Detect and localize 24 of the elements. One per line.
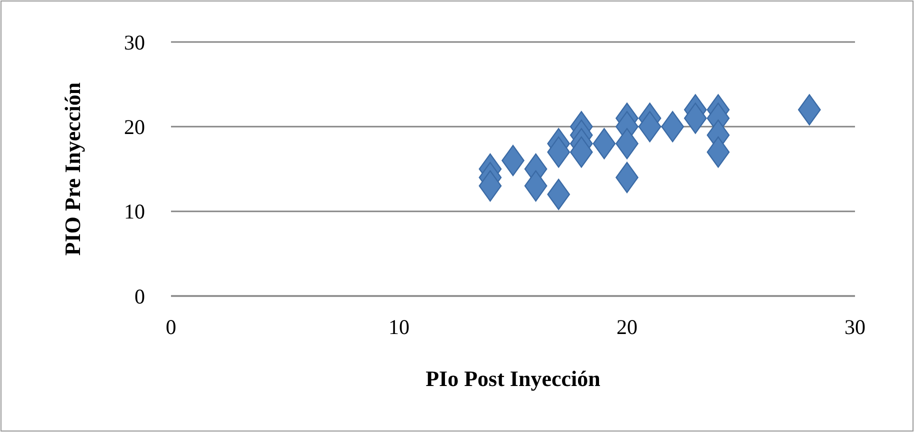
point: [478, 170, 502, 202]
x-axis-title: PIo Post Inyección: [426, 366, 600, 391]
x-tick-label: 30: [844, 315, 866, 339]
point: [661, 111, 684, 142]
point: [638, 111, 662, 142]
y-tick-label: 10: [124, 200, 145, 224]
point: [798, 94, 821, 126]
y-tick-label: 0: [134, 284, 145, 308]
point: [684, 102, 707, 134]
x-tick-label: 20: [616, 315, 638, 339]
point: [570, 136, 593, 168]
point: [524, 170, 548, 202]
point: [502, 144, 524, 176]
y-axis-title: PIO Pre Inyección: [60, 82, 85, 256]
point: [547, 136, 570, 168]
x-tick-label: 10: [388, 315, 410, 339]
x-tick-label: 0: [166, 315, 176, 339]
y-tick-label: 30: [124, 30, 145, 54]
point: [547, 178, 570, 210]
point: [616, 162, 638, 194]
y-tick-label: 20: [124, 115, 145, 140]
point: [592, 128, 616, 160]
point: [706, 136, 730, 168]
point: [616, 128, 638, 160]
